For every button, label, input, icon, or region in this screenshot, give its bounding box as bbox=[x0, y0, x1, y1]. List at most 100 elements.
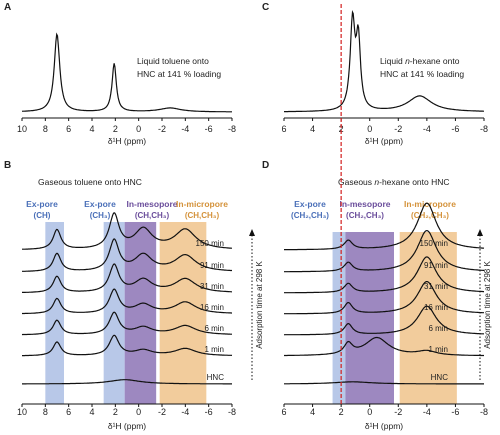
time-arrowhead-D bbox=[477, 229, 483, 236]
x-tick-label-D: -8 bbox=[480, 407, 488, 417]
x-tick-label-D: 4 bbox=[310, 407, 315, 417]
x-tick-label-C: -8 bbox=[480, 124, 488, 134]
band-label-D-1: In-mesopore bbox=[339, 199, 390, 209]
band-D-0 bbox=[332, 232, 346, 404]
band-label-D-0: Ex-pore bbox=[294, 199, 326, 209]
series-label-D-2: 31 min bbox=[424, 282, 448, 291]
series-label-D-5: 1 min bbox=[428, 345, 448, 354]
spectrum-liquid-hexane bbox=[284, 10, 484, 113]
spectrum-B-6 bbox=[22, 379, 232, 385]
spectrum-D-1 bbox=[284, 229, 484, 273]
series-label-D-0: 150 min bbox=[420, 239, 448, 248]
x-tick-label-C: 0 bbox=[367, 124, 372, 134]
spectrum-D-0 bbox=[284, 202, 485, 251]
x-tick-label-D: 2 bbox=[339, 407, 344, 417]
spectrum-B-5 bbox=[22, 334, 233, 357]
annotation-line1-A: Liquid toluene onto bbox=[137, 56, 209, 66]
band-sublabel-B-3: (CH,CH₃) bbox=[185, 211, 220, 220]
x-axis-label-A: δ¹H (ppm) bbox=[108, 136, 146, 146]
x-tick-label-B: 6 bbox=[66, 407, 71, 417]
panel-title-D: Gaseous n-hexane onto HNC bbox=[338, 177, 450, 187]
series-label-D-3: 16 min bbox=[424, 303, 448, 312]
band-D-2 bbox=[399, 232, 457, 404]
band-sublabel-D-1: (CH₂,CH₃) bbox=[346, 211, 384, 220]
band-sublabel-B-0: (CH) bbox=[34, 211, 51, 220]
x-tick-label-C: 6 bbox=[281, 124, 286, 134]
x-tick-label-D: -6 bbox=[451, 407, 459, 417]
x-tick-label-B: 2 bbox=[113, 407, 118, 417]
x-tick-label-D: 0 bbox=[367, 407, 372, 417]
spectrum-B-4 bbox=[21, 311, 232, 336]
panel-label-A: A bbox=[4, 2, 11, 13]
band-sublabel-D-2: (CH₂,CH₃) bbox=[411, 211, 449, 220]
band-label-B-1: Ex-pore bbox=[84, 199, 116, 209]
series-label-D-6: HNC bbox=[431, 373, 449, 382]
spectrum-D-2 bbox=[284, 256, 484, 294]
x-tick-label-D: 6 bbox=[281, 407, 286, 417]
x-axis-label-D: δ¹H (ppm) bbox=[365, 421, 403, 431]
band-sublabel-D-0: (CH₂,CH₃) bbox=[291, 211, 329, 220]
x-tick-label-A: 10 bbox=[17, 124, 27, 134]
band-label-B-0: Ex-pore bbox=[26, 199, 58, 209]
band-D-1 bbox=[345, 232, 394, 404]
band-label-B-3: In-micropore bbox=[176, 199, 228, 209]
y-axis-label-D: Adsorption time at 298 K bbox=[483, 261, 492, 349]
time-arrowhead-B bbox=[249, 229, 255, 236]
series-label-B-5: 1 min bbox=[204, 345, 224, 354]
x-tick-label-A: 6 bbox=[66, 124, 71, 134]
spectrum-D-4 bbox=[283, 305, 485, 336]
x-axis-label-B: δ¹H (ppm) bbox=[108, 421, 146, 431]
x-tick-label-B: -6 bbox=[205, 407, 213, 417]
spectrum-D-3 bbox=[284, 281, 484, 315]
x-axis-label-C: δ¹H (ppm) bbox=[365, 136, 403, 146]
series-label-D-1: 91 min bbox=[424, 261, 448, 270]
band-B-0 bbox=[45, 222, 64, 404]
spectrum-B-0 bbox=[22, 212, 232, 250]
band-B-3 bbox=[159, 222, 207, 404]
series-label-B-2: 31 min bbox=[200, 282, 224, 291]
x-tick-label-C: -6 bbox=[451, 124, 459, 134]
x-tick-label-C: -2 bbox=[394, 124, 402, 134]
x-tick-label-A: 8 bbox=[43, 124, 48, 134]
x-tick-label-D: -2 bbox=[394, 407, 402, 417]
series-label-B-1: 91 min bbox=[200, 261, 224, 270]
x-tick-label-C: 4 bbox=[310, 124, 315, 134]
x-tick-label-A: 2 bbox=[113, 124, 118, 134]
x-tick-label-C: -4 bbox=[423, 124, 431, 134]
x-tick-label-B: 0 bbox=[136, 407, 141, 417]
annotation-line2-A: HNC at 141 % loading bbox=[137, 69, 221, 79]
spectrum-B-1 bbox=[22, 238, 232, 272]
x-tick-label-B: -2 bbox=[158, 407, 166, 417]
x-tick-label-B: 4 bbox=[89, 407, 94, 417]
series-label-D-4: 6 min bbox=[428, 324, 448, 333]
x-tick-label-B: -8 bbox=[228, 407, 236, 417]
band-sublabel-B-2: (CH,CH₃) bbox=[135, 211, 170, 220]
band-label-B-2: In-mesopore bbox=[126, 199, 177, 209]
annotation-line2-C: HNC at 141 % loading bbox=[380, 69, 464, 79]
x-tick-label-A: 0 bbox=[136, 124, 141, 134]
series-label-B-4: 6 min bbox=[204, 324, 224, 333]
x-tick-label-A: -4 bbox=[181, 124, 189, 134]
panel-label-B: B bbox=[4, 160, 11, 171]
x-tick-label-C: 2 bbox=[339, 124, 344, 134]
x-tick-label-A: -6 bbox=[205, 124, 213, 134]
x-tick-label-A: 4 bbox=[89, 124, 94, 134]
band-B-1 bbox=[103, 222, 125, 404]
spectrum-liquid-toluene bbox=[21, 32, 232, 113]
band-sublabel-B-1: (CH₃) bbox=[90, 211, 111, 220]
x-tick-label-B: 10 bbox=[17, 407, 27, 417]
panel-label-D: D bbox=[262, 160, 269, 171]
spectrum-B-3 bbox=[22, 288, 232, 315]
spectrum-D-6 bbox=[284, 381, 484, 385]
annotation-line1-C: Liquid n-hexane onto bbox=[380, 56, 460, 66]
x-tick-label-B: -4 bbox=[181, 407, 189, 417]
spectrum-B-2 bbox=[22, 263, 232, 293]
band-label-D-2: In-micropore bbox=[404, 199, 456, 209]
series-label-B-0: 150 min bbox=[196, 239, 224, 248]
x-tick-label-A: -2 bbox=[158, 124, 166, 134]
band-B-2 bbox=[124, 222, 157, 404]
y-axis-label-B: Adsorption time at 298 K bbox=[255, 261, 264, 349]
series-label-B-3: 16 min bbox=[200, 303, 224, 312]
panel-label-C: C bbox=[262, 2, 269, 13]
